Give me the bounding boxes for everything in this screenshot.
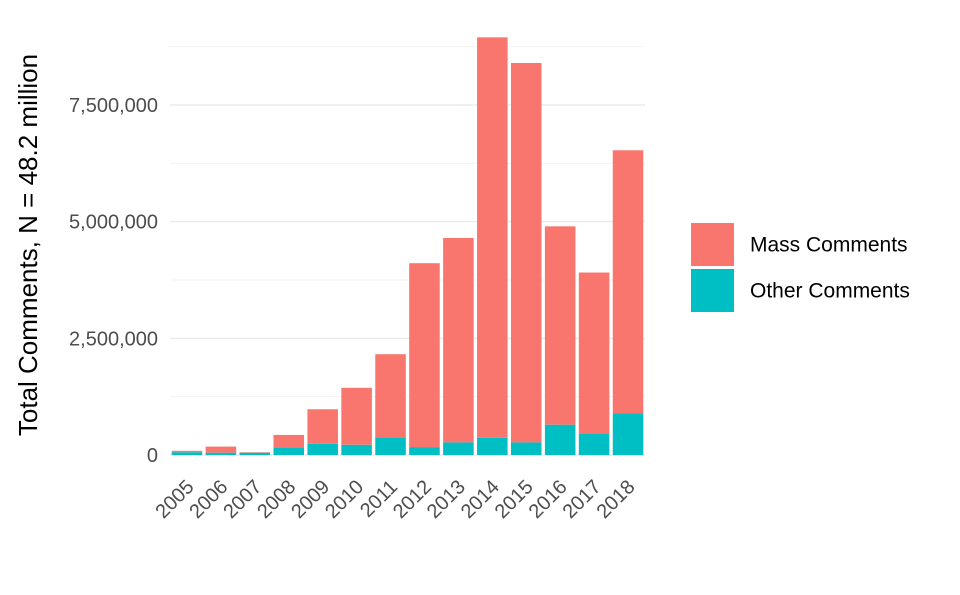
x-tick-label: 2009 (287, 476, 334, 523)
bar-other-comments-2010 (341, 444, 372, 455)
bar-other-comments-2011 (375, 437, 406, 455)
bar-other-comments-2008 (273, 448, 305, 455)
bar-mass-comments-2012 (409, 263, 440, 448)
x-tick-label: 2013 (423, 476, 470, 523)
x-tick-label: 2015 (491, 476, 538, 523)
y-axis-title: Total Comments, N = 48.2 million (13, 54, 43, 436)
bar-mass-comments-2014 (477, 37, 508, 438)
bars-layer (171, 37, 644, 455)
y-tick-label: 5,000,000 (69, 212, 158, 234)
bar-mass-comments-2011 (375, 354, 406, 438)
bar-other-comments-2018 (612, 413, 644, 455)
x-tick-label: 2012 (389, 476, 436, 523)
x-tick-label: 2016 (525, 476, 572, 523)
bar-other-comments-2012 (409, 447, 440, 455)
x-axis-ticks: 2005200620072008200920102011201220132014… (151, 476, 639, 523)
bar-mass-comments-2018 (612, 150, 644, 414)
bar-mass-comments-2017 (578, 272, 610, 434)
bar-mass-comments-2006 (205, 446, 237, 453)
bar-other-comments-2017 (578, 434, 610, 455)
x-tick-label: 2014 (457, 476, 504, 523)
y-tick-label: 2,500,000 (69, 328, 158, 350)
x-tick-label: 2011 (356, 476, 402, 522)
bar-other-comments-2009 (307, 443, 338, 455)
bar-other-comments-2013 (443, 442, 474, 455)
bar-other-comments-2015 (510, 442, 542, 455)
legend-label: Mass Comments (750, 234, 908, 257)
legend-label: Other Comments (750, 280, 910, 303)
x-tick-label: 2017 (559, 476, 606, 523)
x-tick-label: 2005 (151, 476, 198, 523)
x-tick-label: 2018 (593, 476, 640, 523)
bar-other-comments-2007 (239, 452, 271, 455)
bar-mass-comments-2015 (510, 63, 542, 443)
legend-key (691, 223, 734, 266)
bar-mass-comments-2005 (171, 450, 203, 453)
x-tick-label: 2006 (185, 476, 232, 523)
y-tick-label: 7,500,000 (69, 95, 158, 117)
bar-mass-comments-2013 (443, 238, 474, 443)
bar-mass-comments-2009 (307, 409, 338, 444)
bar-mass-comments-2008 (273, 434, 305, 448)
x-tick-label: 2007 (219, 476, 266, 523)
bar-mass-comments-2010 (341, 387, 372, 445)
bar-other-comments-2016 (544, 424, 576, 455)
bar-other-comments-2005 (171, 452, 203, 455)
x-tick-label: 2008 (253, 476, 300, 523)
x-tick-label: 2010 (321, 476, 368, 523)
y-axis-ticks: 0 2,500,000 5,000,000 7,500,000 (69, 95, 158, 467)
legend: Mass Comments Other Comments (691, 223, 910, 312)
y-tick-label: 0 (147, 445, 158, 467)
bar-mass-comments-2016 (544, 226, 576, 425)
legend-key (691, 269, 734, 312)
bar-other-comments-2014 (477, 437, 508, 455)
bar-other-comments-2006 (205, 452, 237, 455)
